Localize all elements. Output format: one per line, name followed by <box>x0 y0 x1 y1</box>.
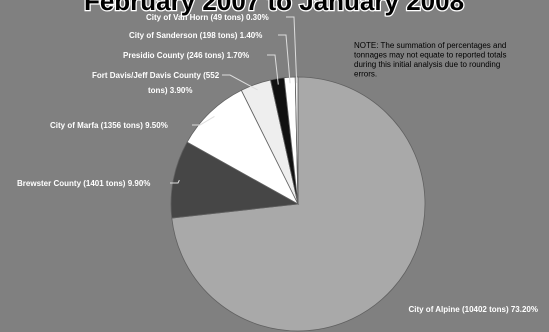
slice-label: City of Sanderson (198 tons) 1.40% <box>129 31 262 40</box>
slice-label: City of Van Horn (49 tons) 0.30% <box>146 13 269 22</box>
slice-label: Fort Davis/Jeff Davis County (552 tons) 3… <box>92 71 220 95</box>
slice-labels: City of Alpine (10402 tons) 73.20% Brewst… <box>17 13 538 314</box>
pie-slices <box>170 76 426 332</box>
slice-label: City of Alpine (10402 tons) 73.20% <box>408 305 538 314</box>
slice-label: Presidio County (246 tons) 1.70% <box>123 51 249 60</box>
leader-line <box>170 179 180 184</box>
leader-line <box>278 34 291 84</box>
chart-title: February 2007 to January 2008 <box>84 0 464 16</box>
chart-note: NOTE: The summation of percentages and to… <box>354 41 507 79</box>
pie-slice-city-of-marfa <box>186 89 299 205</box>
leader-line <box>222 74 258 91</box>
leader-line <box>286 16 298 84</box>
leader-line <box>267 54 279 85</box>
slice-label: City of Marfa (1356 tons) 9.50% <box>50 121 168 130</box>
leader-line <box>192 116 215 126</box>
leader-lines <box>170 16 298 184</box>
pie-slice-brewster-county <box>170 141 300 219</box>
slice-label: Brewster County (1401 tons) 9.90% <box>17 179 150 188</box>
